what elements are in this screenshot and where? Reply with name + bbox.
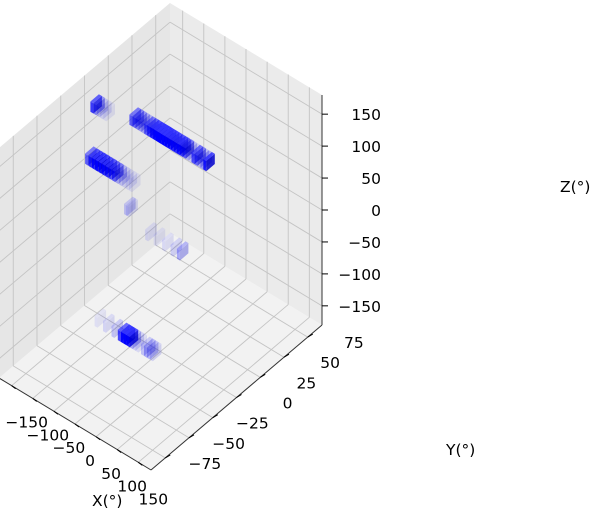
- z-tick-label: −50: [348, 234, 381, 252]
- data-point: [132, 109, 144, 129]
- x-tick: [53, 410, 59, 415]
- data-point: [125, 170, 138, 191]
- grid-y-floor: [84, 305, 237, 398]
- x-tick-label: −50: [53, 439, 86, 457]
- data-point: [182, 139, 195, 159]
- y-tick-label: −25: [236, 415, 269, 433]
- data-point: [145, 222, 157, 242]
- y-tick-label: −50: [212, 435, 245, 453]
- data-point: [112, 162, 124, 182]
- data-point: [94, 308, 107, 328]
- y-tick-label: 0: [283, 395, 293, 413]
- grid-y-floor: [108, 284, 261, 378]
- grid-y-floor: [36, 345, 190, 439]
- grid-z-back: [169, 21, 323, 115]
- x-tick-label: 100: [117, 478, 147, 496]
- data-point: [132, 331, 145, 351]
- data-points: [85, 94, 215, 362]
- x-tick: [11, 385, 16, 390]
- grid-z-back: [169, 85, 323, 179]
- x-tick: [116, 449, 122, 453]
- x-tick: [74, 423, 80, 428]
- data-point: [149, 342, 162, 362]
- x-tick: [95, 436, 101, 441]
- y-tick: [164, 454, 171, 459]
- z-tick-label: −100: [338, 266, 381, 284]
- data-point: [129, 329, 142, 349]
- y-tick: [283, 353, 290, 358]
- grid-z-back: [169, 213, 323, 307]
- data-point: [118, 166, 131, 187]
- data-point: [162, 232, 174, 252]
- data-point: [96, 98, 109, 118]
- data-point: [90, 94, 102, 114]
- x-axis-title: X(°): [92, 492, 122, 510]
- tick-marks: [11, 113, 328, 466]
- z-tick-label: 150: [351, 106, 381, 124]
- grid-z-side: [0, 53, 171, 199]
- data-point: [126, 197, 138, 218]
- grid-z-back: [169, 53, 323, 147]
- tick-labels: −150−100−50050100150−75−50−250255075−150…: [5, 106, 381, 508]
- z-tick-label: 0: [371, 202, 381, 220]
- data-point: [115, 164, 127, 184]
- grid-z-side: [0, 213, 171, 359]
- data-point: [144, 338, 156, 358]
- x-tick-label: 0: [85, 452, 95, 470]
- z-tick-label: −150: [338, 298, 381, 316]
- data-point: [176, 241, 189, 261]
- y-axis-title: Y(°): [445, 441, 475, 459]
- grid-z-back: [169, 181, 323, 275]
- x-tick: [138, 461, 143, 466]
- x-tick-label: −150: [5, 414, 48, 432]
- y-tick-label: 50: [320, 354, 340, 372]
- grid-y-floor: [131, 264, 285, 358]
- grid-y-floor: [155, 244, 308, 338]
- data-point: [135, 333, 147, 353]
- data-point: [129, 172, 141, 193]
- data-point: [126, 328, 139, 348]
- data-point: [194, 146, 206, 166]
- data-point: [146, 340, 159, 360]
- y-tick-label: 75: [344, 334, 364, 352]
- grid-z-back: [169, 117, 323, 211]
- data-point: [103, 313, 115, 333]
- data-point: [135, 110, 147, 131]
- grid-lines: [0, 10, 323, 463]
- y-tick-label: 25: [297, 374, 317, 392]
- data-point: [93, 96, 105, 116]
- data-point: [153, 227, 166, 247]
- grid-z-back: [169, 149, 323, 243]
- grid-y-floor: [60, 325, 213, 419]
- grid-z-side: [0, 117, 171, 263]
- grid-z-side: [0, 21, 171, 167]
- y-tick: [259, 373, 266, 378]
- data-point: [178, 136, 190, 156]
- x-tick-label: −100: [26, 426, 69, 444]
- data-point: [100, 100, 112, 120]
- z-tick-label: 50: [361, 170, 381, 188]
- data-point: [124, 196, 136, 216]
- grid-y-floor: [13, 365, 166, 459]
- grid-z-side: [0, 181, 171, 327]
- z-tick-label: 100: [351, 138, 381, 156]
- y-tick: [212, 414, 219, 419]
- data-point: [170, 237, 183, 257]
- data-point: [103, 102, 115, 122]
- x-tick-label: 150: [139, 490, 169, 508]
- y-tick: [307, 333, 314, 338]
- grid-z-side: [0, 149, 171, 295]
- data-point: [141, 336, 153, 356]
- data-point: [203, 152, 215, 172]
- y-tick: [188, 434, 195, 439]
- y-tick-label: −75: [189, 455, 222, 473]
- z-axis-title: Z(°): [560, 178, 590, 196]
- x-tick: [32, 398, 38, 402]
- data-point: [122, 168, 134, 189]
- y-tick: [236, 394, 242, 398]
- data-point: [182, 139, 195, 159]
- x-tick-label: 50: [101, 465, 121, 483]
